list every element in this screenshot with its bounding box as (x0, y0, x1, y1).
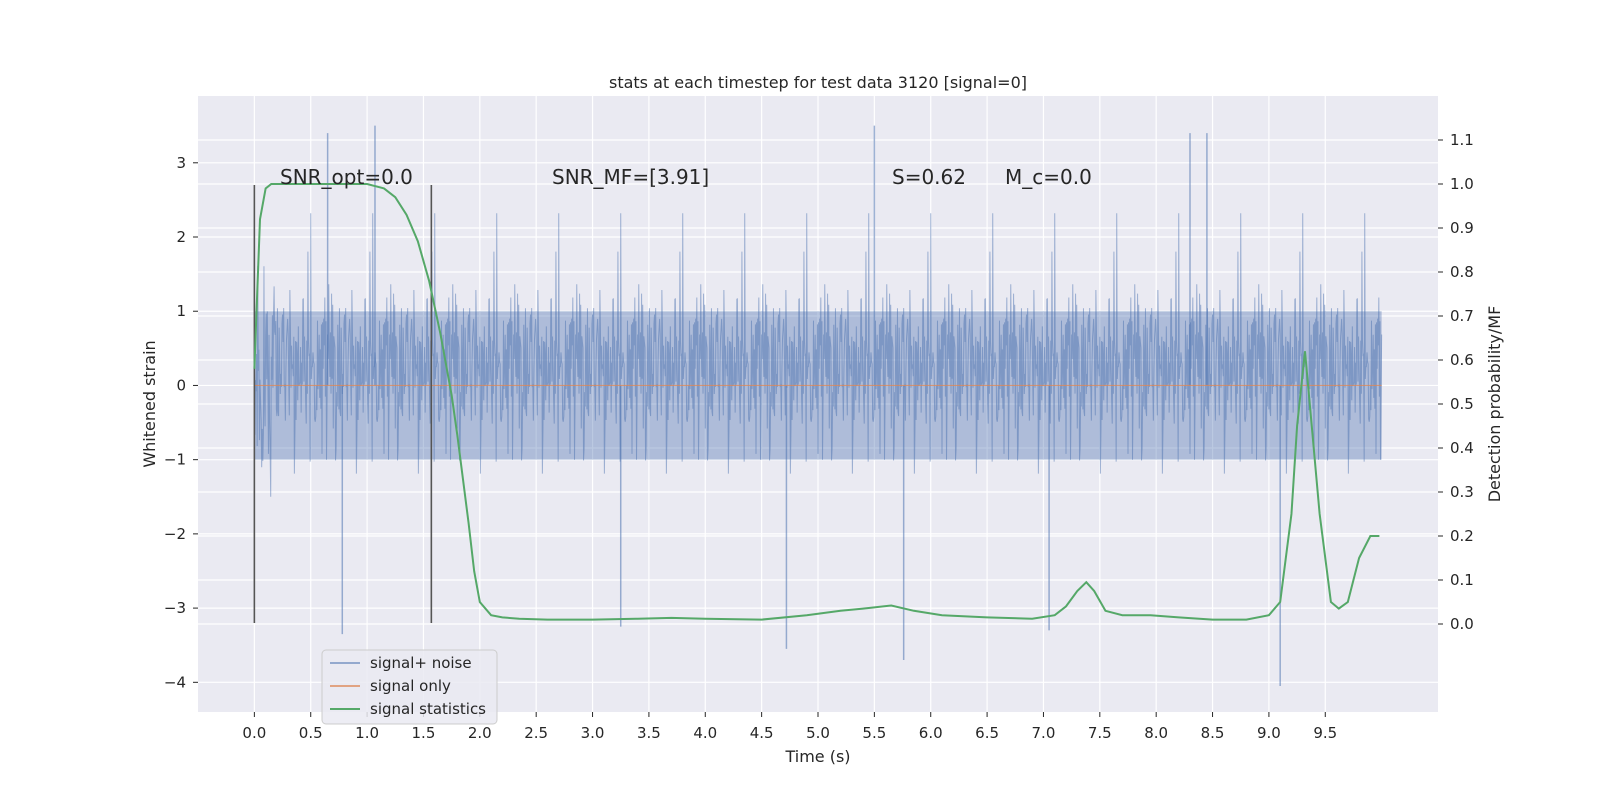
y-tick-label: −4 (164, 673, 186, 691)
y-axis-ticks: −4 −3 −2 −1 0 1 2 3 (164, 154, 198, 691)
x-tick-label: 8.5 (1201, 724, 1225, 742)
annotation-snr-opt: SNR_opt=0.0 (280, 165, 413, 189)
x-tick-label: 5.5 (862, 724, 886, 742)
x-axis-ticks: 0.0 0.5 1.0 1.5 2.0 2.5 3.0 3.5 4.0 4.5 5.0 5.5 6.0 6… (242, 712, 1337, 742)
y-tick-label: −2 (164, 525, 186, 543)
y-tick-label: 2 (176, 228, 186, 246)
y2-tick-label: 0.9 (1450, 219, 1474, 237)
x-tick-label: 9.5 (1313, 724, 1337, 742)
annotation-snr-mf: SNR_MF=[3.91] (552, 165, 709, 189)
x-tick-label: 1.0 (355, 724, 379, 742)
x-tick-label: 2.5 (524, 724, 548, 742)
x-tick-label: 3.5 (637, 724, 661, 742)
x-tick-label: 3.0 (581, 724, 605, 742)
x-tick-label: 4.0 (693, 724, 717, 742)
signal-statistics-line (253, 183, 1380, 621)
x-tick-label: 6.0 (919, 724, 943, 742)
legend-label-signal-noise: signal+ noise (370, 654, 472, 672)
grid (198, 96, 1438, 712)
x-tick-label: 0.5 (299, 724, 323, 742)
x-tick-label: 9.0 (1257, 724, 1281, 742)
y2-tick-label: 0.6 (1450, 351, 1474, 369)
annotation-mc: M_c=0.0 (1005, 165, 1092, 189)
y2-tick-label: 0.2 (1450, 527, 1474, 545)
y2-tick-label: 1.1 (1450, 131, 1474, 149)
x-tick-label: 8.0 (1144, 724, 1168, 742)
signal-statistics-series (253, 183, 1380, 621)
legend: signal+ noise signal only signal statist… (321, 649, 498, 725)
x-tick-label: 6.5 (975, 724, 999, 742)
chart-title: stats at each timestep for test data 312… (609, 73, 1027, 92)
annotation-s: S=0.62 (892, 165, 966, 189)
x-axis-label: Time (s) (784, 747, 850, 766)
y2-tick-label: 0.1 (1450, 571, 1474, 589)
y-tick-label: 0 (176, 376, 186, 394)
legend-label-signal-only: signal only (370, 677, 451, 695)
x-tick-label: 7.5 (1088, 724, 1112, 742)
y-tick-label: 1 (176, 302, 186, 320)
x-tick-label: 7.0 (1032, 724, 1056, 742)
y-axis-label: Whitened strain (140, 340, 159, 467)
y2-tick-label: 0.3 (1450, 483, 1474, 501)
y2-tick-label: 0.0 (1450, 615, 1474, 633)
y2-tick-label: 0.7 (1450, 307, 1474, 325)
x-tick-label: 1.5 (412, 724, 436, 742)
y2-tick-label: 0.8 (1450, 263, 1474, 281)
x-tick-label: 2.0 (468, 724, 492, 742)
x-tick-label: 5.0 (806, 724, 830, 742)
vertical-markers (253, 185, 433, 623)
y-tick-label: −3 (164, 599, 186, 617)
legend-box (321, 649, 498, 725)
y-tick-label: −1 (164, 451, 186, 469)
y2-tick-label: 0.4 (1450, 439, 1474, 457)
y2-tick-label: 1.0 (1450, 175, 1474, 193)
y2-axis-label: Detection probability/MF (1485, 306, 1504, 503)
noise-line (253, 213, 1383, 497)
x-tick-label: 4.5 (750, 724, 774, 742)
y2-axis-ticks: 0.0 0.1 0.2 0.3 0.4 0.5 0.6 0.7 0.8 0.9 1.0 1.1 (1438, 131, 1474, 633)
legend-label-signal-statistics: signal statistics (370, 700, 486, 718)
x-tick-label: 0.0 (242, 724, 266, 742)
y2-tick-label: 0.5 (1450, 395, 1474, 413)
y-tick-label: 3 (176, 154, 186, 172)
